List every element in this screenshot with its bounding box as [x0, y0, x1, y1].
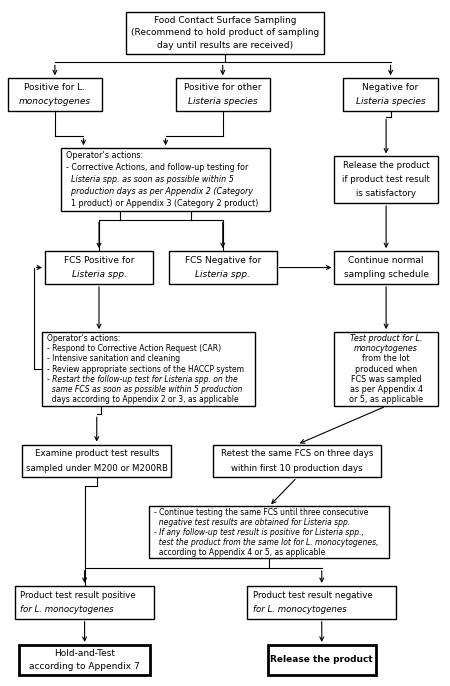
Text: days according to Appendix 2 or 3, as applicable: days according to Appendix 2 or 3, as ap…: [47, 395, 239, 404]
Text: Listeria species: Listeria species: [356, 97, 425, 106]
Text: Continue normal: Continue normal: [348, 256, 424, 265]
FancyBboxPatch shape: [334, 156, 438, 203]
Text: according to Appendix 4 or 5, as applicable: according to Appendix 4 or 5, as applica…: [154, 547, 325, 556]
FancyBboxPatch shape: [343, 78, 438, 111]
FancyBboxPatch shape: [176, 78, 270, 111]
FancyBboxPatch shape: [268, 645, 376, 675]
FancyBboxPatch shape: [19, 645, 150, 675]
Text: or 5, as applicable: or 5, as applicable: [349, 395, 423, 404]
Text: FCS Positive for: FCS Positive for: [64, 256, 134, 265]
Text: for L. monocytogenes: for L. monocytogenes: [253, 605, 346, 614]
Text: if product test result: if product test result: [342, 175, 430, 185]
Text: from the lot: from the lot: [362, 355, 410, 364]
Text: - Restart the follow-up test for Listeria spp. on the: - Restart the follow-up test for Listeri…: [47, 375, 238, 383]
Text: day until results are received): day until results are received): [157, 41, 293, 50]
Text: Positive for other: Positive for other: [184, 83, 261, 92]
Text: - Respond to Corrective Action Request (CAR): - Respond to Corrective Action Request (…: [47, 344, 221, 353]
FancyBboxPatch shape: [148, 506, 389, 558]
Text: Retest the same FCS on three days: Retest the same FCS on three days: [221, 449, 373, 458]
Text: Product test result negative: Product test result negative: [253, 591, 373, 600]
Text: Examine product test results: Examine product test results: [35, 449, 159, 458]
Text: sampling schedule: sampling schedule: [344, 270, 428, 279]
Text: - Continue testing the same FCS until three consecutive: - Continue testing the same FCS until th…: [154, 508, 369, 517]
Text: within first 10 production days: within first 10 production days: [231, 464, 363, 473]
Text: production days as per Appendix 2 (Category: production days as per Appendix 2 (Categ…: [67, 187, 253, 196]
FancyBboxPatch shape: [61, 148, 270, 211]
FancyBboxPatch shape: [45, 251, 153, 284]
Text: Test product for L.: Test product for L.: [350, 334, 423, 343]
FancyBboxPatch shape: [169, 251, 277, 284]
FancyBboxPatch shape: [248, 586, 396, 619]
Text: (Recommend to hold product of sampling: (Recommend to hold product of sampling: [131, 28, 319, 38]
Text: Operator’s actions:: Operator’s actions:: [47, 334, 121, 343]
Text: Listeria species: Listeria species: [188, 97, 257, 106]
Text: Listeria spp.: Listeria spp.: [72, 270, 126, 279]
FancyBboxPatch shape: [42, 332, 256, 406]
Text: for L. monocytogenes: for L. monocytogenes: [20, 605, 114, 614]
Text: 1 product) or Appendix 3 (Category 2 product): 1 product) or Appendix 3 (Category 2 pro…: [67, 199, 259, 208]
Text: negative test results are obtained for Listeria spp.: negative test results are obtained for L…: [154, 518, 351, 527]
Text: according to Appendix 7: according to Appendix 7: [29, 662, 140, 671]
Text: - Intensive sanitation and cleaning: - Intensive sanitation and cleaning: [47, 355, 180, 364]
Text: Food Contact Surface Sampling: Food Contact Surface Sampling: [154, 16, 296, 25]
Text: Release the product: Release the product: [343, 161, 429, 170]
FancyBboxPatch shape: [22, 445, 171, 477]
FancyBboxPatch shape: [126, 12, 324, 54]
Text: FCS Negative for: FCS Negative for: [184, 256, 261, 265]
Text: - Review appropriate sections of the HACCP system: - Review appropriate sections of the HAC…: [47, 364, 244, 374]
Text: test the product from the same lot for L. monocytogenes,: test the product from the same lot for L…: [154, 538, 378, 547]
Text: sampled under M200 or M200RB: sampled under M200 or M200RB: [26, 464, 168, 473]
Text: monocytogenes: monocytogenes: [354, 344, 418, 353]
FancyBboxPatch shape: [334, 332, 438, 406]
Text: as per Appendix 4: as per Appendix 4: [350, 385, 423, 394]
Text: Product test result positive: Product test result positive: [20, 591, 136, 600]
FancyBboxPatch shape: [8, 78, 102, 111]
FancyBboxPatch shape: [334, 251, 438, 284]
Text: is satisfactory: is satisfactory: [356, 189, 416, 198]
Text: - If any follow-up test result is positive for Listeria spp.,: - If any follow-up test result is positi…: [154, 528, 364, 537]
Text: Listeria spp. as soon as possible within 5: Listeria spp. as soon as possible within…: [67, 175, 234, 185]
Text: Release the product: Release the product: [270, 655, 373, 665]
FancyBboxPatch shape: [15, 586, 154, 619]
Text: Listeria spp.: Listeria spp.: [195, 270, 250, 279]
Text: - Corrective Actions, and follow-up testing for: - Corrective Actions, and follow-up test…: [67, 163, 249, 172]
FancyBboxPatch shape: [212, 445, 382, 477]
Text: Positive for L.: Positive for L.: [24, 83, 86, 92]
Text: produced when: produced when: [355, 364, 417, 374]
Text: Negative for: Negative for: [363, 83, 419, 92]
Text: same FCS as soon as possible within 5 production: same FCS as soon as possible within 5 pr…: [47, 385, 243, 394]
Text: monocytogenes: monocytogenes: [19, 97, 91, 106]
Text: FCS was sampled: FCS was sampled: [351, 375, 421, 383]
Text: Hold-and-Test: Hold-and-Test: [54, 649, 115, 658]
Text: Operator’s actions:: Operator’s actions:: [67, 152, 144, 161]
